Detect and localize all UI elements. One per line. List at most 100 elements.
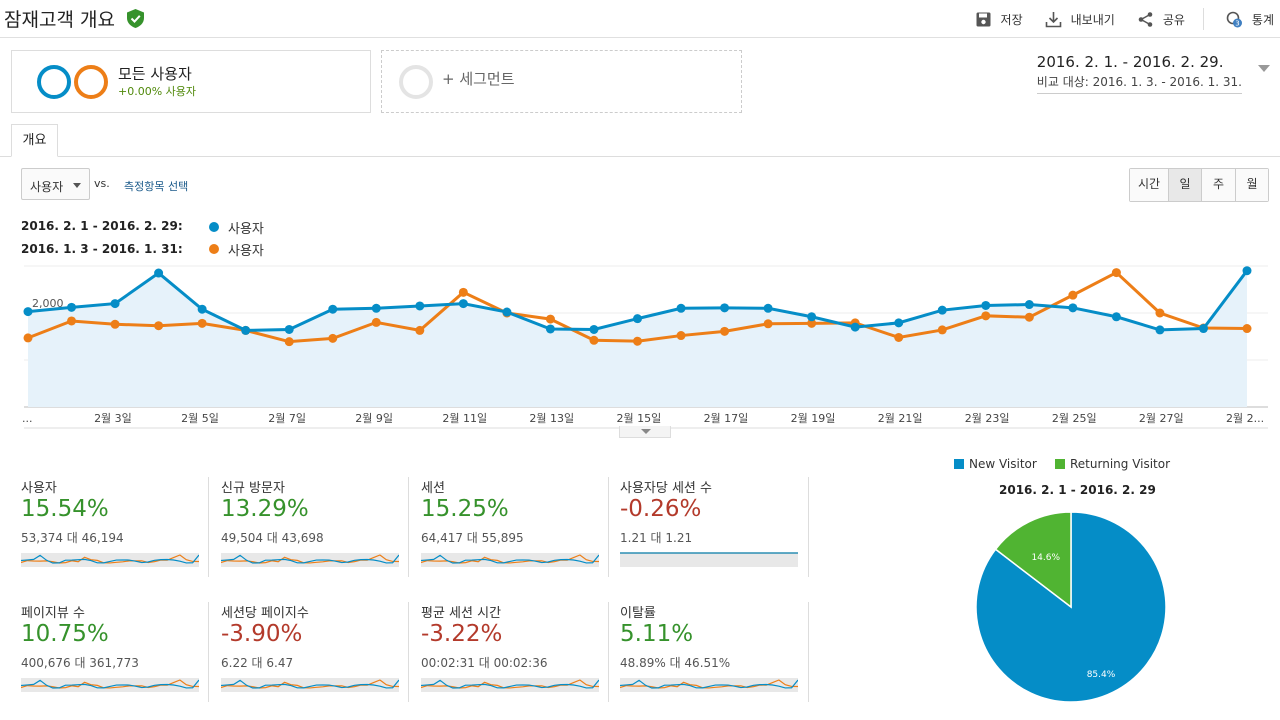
kpi-card[interactable]: 사용자 15.54% 53,374 대 46,194 — [21, 477, 221, 595]
period-month-button[interactable]: 월 — [1235, 169, 1268, 201]
compare-data-point[interactable] — [154, 321, 164, 331]
chevron-down-icon — [641, 429, 651, 434]
primary-data-point[interactable] — [807, 312, 817, 322]
date-range-compare: 비교 대상: 2016. 1. 3. - 2016. 1. 31. — [1036, 73, 1242, 94]
metric-select[interactable]: 사용자 — [21, 168, 90, 200]
primary-data-point[interactable] — [197, 304, 207, 314]
x-tick-label: 2월 13일 — [529, 411, 574, 425]
primary-data-point[interactable] — [763, 303, 773, 313]
date-range-picker[interactable]: 2016. 2. 1. - 2016. 2. 29. 비교 대상: 2016. … — [1036, 53, 1242, 94]
compare-data-point[interactable] — [284, 337, 294, 347]
primary-data-point[interactable] — [676, 303, 686, 313]
primary-data-point[interactable] — [458, 299, 468, 309]
x-tick-label: 2월 17일 — [704, 411, 749, 425]
share-label: 공유 — [1162, 12, 1185, 27]
export-button[interactable]: 내보내기 — [1045, 11, 1115, 28]
compare-data-point[interactable] — [720, 326, 730, 336]
compare-data-point[interactable] — [371, 317, 381, 327]
compare-data-point[interactable] — [197, 318, 207, 328]
kpi-comparison: 6.22 대 6.47 — [221, 656, 294, 670]
pie-slice[interactable] — [994, 511, 1072, 609]
kpi-card[interactable]: 신규 방문자 13.29% 49,504 대 43,698 — [221, 477, 421, 595]
primary-data-point[interactable] — [720, 303, 730, 313]
insights-button[interactable]: 3 통계 — [1226, 11, 1274, 28]
compare-data-point[interactable] — [1024, 312, 1034, 322]
primary-data-point[interactable] — [850, 322, 860, 332]
primary-data-point[interactable] — [415, 301, 425, 311]
primary-data-point[interactable] — [241, 325, 251, 335]
kpi-card[interactable]: 사용자당 세션 수 -0.26% 1.21 대 1.21 — [620, 477, 820, 595]
compare-data-point[interactable] — [458, 287, 468, 297]
compare-data-point[interactable] — [67, 316, 77, 326]
compare-data-point[interactable] — [937, 325, 947, 335]
period-toggle: 시간 일 주 월 — [1129, 168, 1269, 202]
primary-data-point[interactable] — [937, 305, 947, 315]
select-metric-link[interactable]: 측정항목 선택 — [124, 180, 189, 193]
compare-data-point[interactable] — [1155, 308, 1165, 318]
compare-data-point[interactable] — [589, 335, 599, 345]
period-hour-button[interactable]: 시간 — [1130, 169, 1168, 201]
primary-data-point[interactable] — [1155, 325, 1165, 335]
pie-legend-returning[interactable]: Returning Visitor — [1055, 457, 1170, 471]
compare-data-point[interactable] — [894, 332, 904, 342]
primary-data-point[interactable] — [154, 268, 164, 278]
legend-range-primary: 2016. 2. 1 - 2016. 2. 29: — [21, 219, 183, 233]
primary-data-point[interactable] — [894, 318, 904, 328]
save-button[interactable]: 저장 — [975, 11, 1023, 28]
date-dropdown-caret-icon[interactable] — [1258, 65, 1270, 72]
compare-data-point[interactable] — [1242, 324, 1252, 334]
segment-card-all-users[interactable]: 모든 사용자 +0.00% 사용자 — [11, 50, 371, 113]
sparkline-line — [421, 554, 599, 564]
compare-data-point[interactable] — [1068, 290, 1078, 300]
primary-data-point[interactable] — [1068, 303, 1078, 313]
compare-data-point[interactable] — [763, 319, 773, 329]
kpi-card[interactable]: 평균 세션 시간 -3.22% 00:02:31 대 00:02:36 — [421, 602, 621, 720]
compare-data-point[interactable] — [110, 319, 120, 329]
primary-data-point[interactable] — [110, 299, 120, 309]
toolbar: 저장 내보내기 공유 3 통계 — [953, 8, 1274, 30]
x-tick-label: 2월 25일 — [1052, 411, 1097, 425]
sparkline-area — [421, 553, 599, 567]
primary-data-point[interactable] — [589, 324, 599, 334]
add-segment-card[interactable]: + 세그먼트 — [381, 50, 742, 113]
visitor-pie-chart[interactable]: 85.4% 14.6% — [975, 511, 1167, 703]
kpi-comparison: 48.89% 대 46.51% — [620, 656, 731, 670]
primary-data-point[interactable] — [67, 302, 77, 312]
kpi-card[interactable]: 페이지뷰 수 10.75% 400,676 대 361,773 — [21, 602, 221, 720]
kpi-card[interactable]: 세션 15.25% 64,417 대 55,895 — [421, 477, 621, 595]
primary-data-point[interactable] — [371, 303, 381, 313]
compare-data-point[interactable] — [981, 311, 991, 321]
primary-data-point[interactable] — [284, 324, 294, 334]
segment-placeholder-ring — [399, 65, 433, 99]
primary-data-point[interactable] — [545, 324, 555, 334]
compare-data-point[interactable] — [1111, 268, 1121, 278]
compare-data-point[interactable] — [415, 325, 425, 335]
primary-data-point[interactable] — [1024, 300, 1034, 310]
primary-data-point[interactable] — [328, 304, 338, 314]
kpi-comparison: 00:02:31 대 00:02:36 — [421, 656, 548, 670]
tab-overview[interactable]: 개요 — [11, 124, 58, 157]
compare-data-point[interactable] — [545, 314, 555, 324]
primary-data-point[interactable] — [633, 314, 642, 324]
period-day-button[interactable]: 일 — [1168, 169, 1201, 201]
kpi-card[interactable]: 이탈률 5.11% 48.89% 대 46.51% — [620, 602, 820, 720]
primary-data-point[interactable] — [981, 300, 991, 310]
kpi-card[interactable]: 세션당 페이지수 -3.90% 6.22 대 6.47 — [221, 602, 421, 720]
primary-data-point[interactable] — [1242, 266, 1252, 276]
primary-data-point[interactable] — [1111, 312, 1121, 322]
primary-data-point[interactable] — [502, 307, 512, 317]
kpi-comparison: 1.21 대 1.21 — [620, 531, 693, 545]
compare-data-point[interactable] — [328, 333, 338, 343]
page-title: 잠재고객 개요 — [4, 9, 115, 31]
primary-data-point[interactable] — [23, 307, 33, 317]
share-button[interactable]: 공유 — [1137, 11, 1185, 28]
compare-data-point[interactable] — [633, 336, 642, 346]
chart-collapse-toggle[interactable] — [619, 426, 671, 438]
compare-data-point[interactable] — [807, 318, 817, 328]
period-week-button[interactable]: 주 — [1201, 169, 1235, 201]
compare-data-point[interactable] — [23, 333, 33, 343]
pie-legend-new[interactable]: New Visitor — [954, 457, 1037, 471]
compare-data-point[interactable] — [676, 331, 686, 341]
primary-data-point[interactable] — [1198, 324, 1208, 334]
